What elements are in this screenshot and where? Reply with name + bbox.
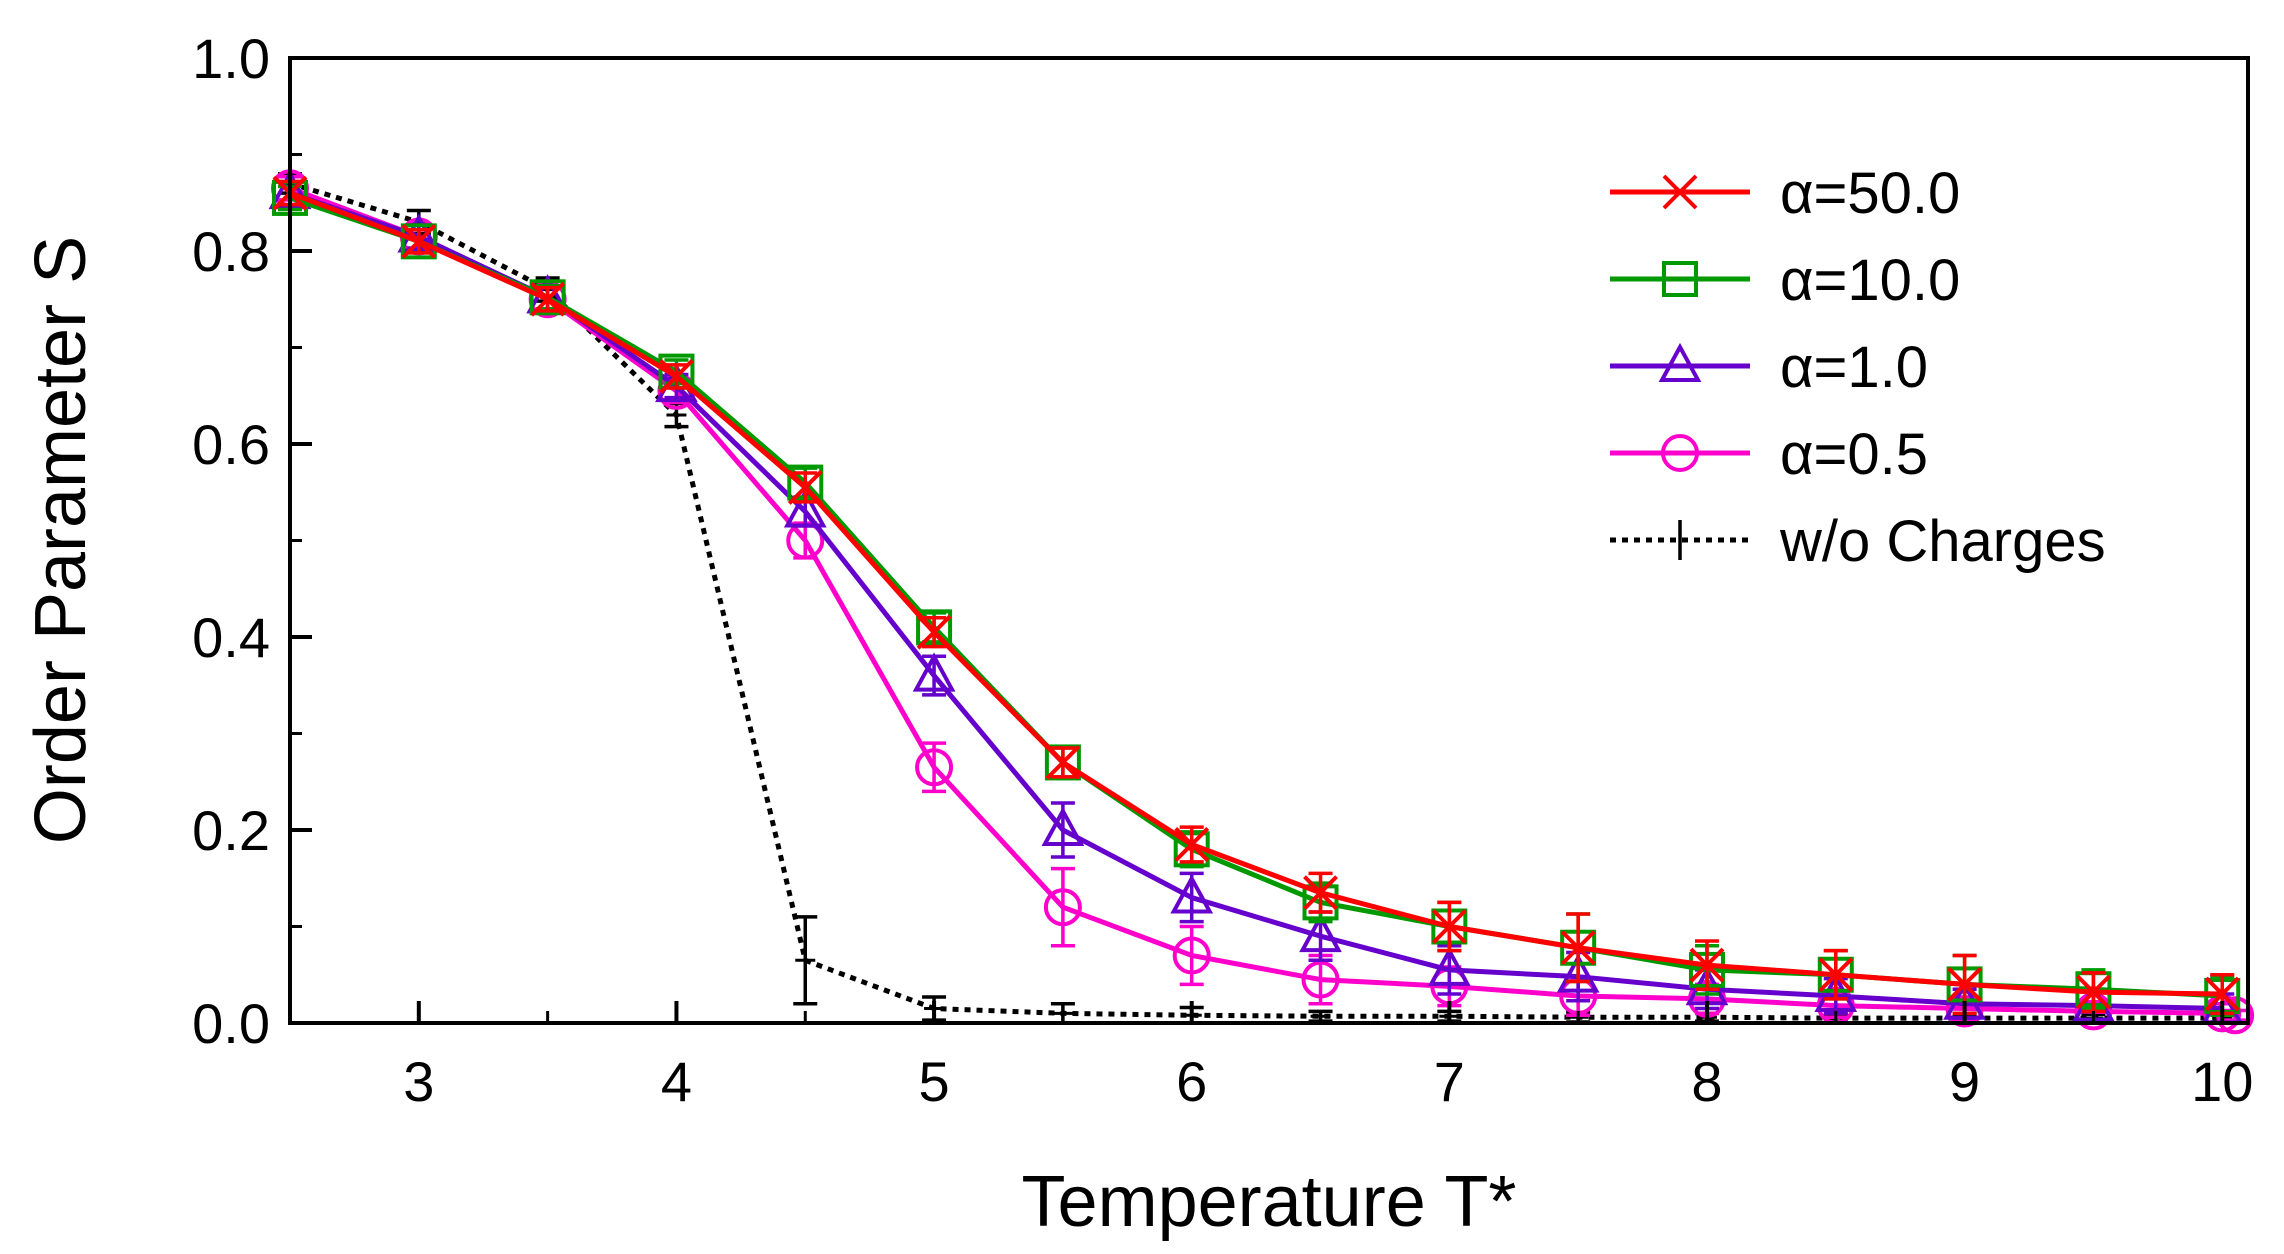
data-point [1303, 875, 1338, 911]
data-point [783, 488, 827, 528]
x-tick-label: 7 [1434, 1050, 1465, 1113]
legend-swatch-marker [1662, 261, 1698, 297]
error-bar [1050, 866, 1075, 948]
data-point [787, 470, 823, 505]
data-point [1299, 912, 1342, 953]
data-point [1427, 946, 1471, 986]
x-tick-label: 9 [1949, 1050, 1980, 1113]
y-tick-label: 0.4 [192, 606, 270, 669]
data-point [529, 279, 566, 316]
legend-swatch-marker [1661, 434, 1699, 472]
data-point [1947, 966, 1983, 1002]
data-point [1689, 947, 1725, 983]
data-point [401, 223, 437, 259]
data-point [912, 652, 956, 692]
data-point [1172, 936, 1211, 975]
x-tick-label: 6 [1176, 1050, 1207, 1113]
legend-label: α=0.5 [1780, 422, 1928, 487]
y-tick-label: 0.2 [192, 799, 270, 862]
data-point [1170, 874, 1214, 914]
legend-swatch-marker [1662, 174, 1698, 210]
y-tick-label: 1.0 [192, 27, 270, 90]
y-tick-label: 0.0 [192, 992, 270, 1055]
series-line [289, 190, 2223, 997]
y-tick-label: 0.8 [192, 220, 270, 283]
data-point [1818, 957, 1854, 993]
legend-label: α=10.0 [1780, 248, 1960, 313]
data-point [2204, 976, 2240, 1012]
data-point [1560, 930, 1596, 966]
x-tick-label: 10 [2191, 1050, 2253, 1113]
x-tick-label: 4 [661, 1050, 692, 1113]
legend-entry: α=50.0 [1610, 161, 1960, 226]
data-point [1043, 888, 1082, 927]
data-point [1174, 827, 1210, 862]
legend-entry: α=10.0 [1610, 248, 1960, 313]
series-line [289, 181, 2223, 1021]
legend-entry: α=0.5 [1610, 422, 1928, 487]
y-axis-title: Order Parameter S [21, 236, 101, 844]
legend-label: α=50.0 [1780, 161, 1960, 226]
legend-entry: α=1.0 [1610, 335, 1928, 400]
x-tick-label: 5 [919, 1050, 950, 1113]
y-tick-label: 0.6 [192, 413, 270, 476]
data-point [1301, 960, 1340, 999]
data-point [1041, 806, 1085, 846]
data-point [2076, 974, 2111, 1010]
error-bar [1179, 924, 1204, 987]
legend: α=50.0 α=10.0 α=1.0 α=0.5 w/o Charges [1610, 161, 2106, 574]
legend-entry: w/o Charges [1610, 509, 2106, 574]
data-point [1556, 953, 1600, 993]
series-line [289, 190, 2223, 1012]
data-point [530, 281, 566, 317]
data-point [1045, 745, 1081, 780]
data-point [1431, 909, 1467, 944]
data-point [916, 614, 952, 650]
legend-swatch-marker [1658, 342, 1702, 382]
axis-layer: 3 4 5 6 7 8 9 10 0.0 0.2 0.4 0.6 0.8 1.0 [192, 27, 2253, 1113]
data-point [1814, 972, 1858, 1012]
data-point [659, 359, 694, 394]
data-point [400, 223, 437, 260]
x-axis-title: Temperature T* [1022, 1162, 1517, 1242]
x-tick-label: 8 [1691, 1050, 1722, 1113]
data-point [915, 748, 954, 787]
x-tick-label: 3 [403, 1050, 434, 1113]
legend-label: α=1.0 [1780, 335, 1928, 400]
legend-label: w/o Charges [1779, 509, 2106, 574]
